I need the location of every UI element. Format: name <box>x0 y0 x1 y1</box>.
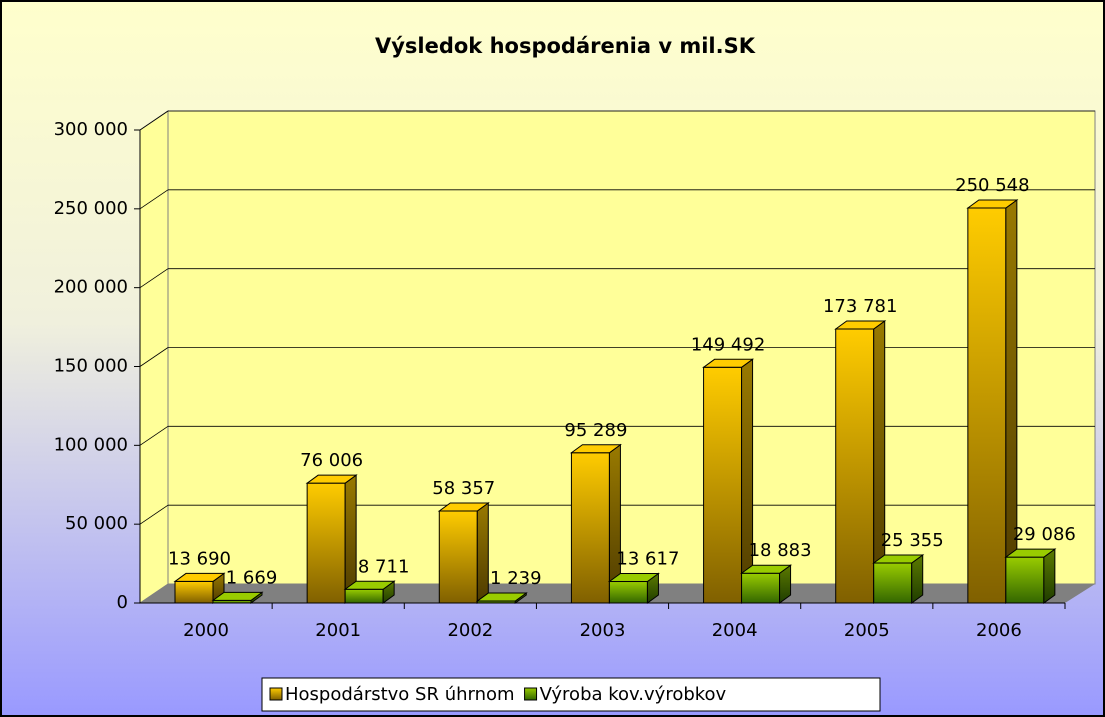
bar-top <box>569 444 622 454</box>
bar <box>475 592 528 604</box>
bar-front <box>1005 556 1045 604</box>
data-label: 149 492 <box>691 334 765 355</box>
bar <box>569 443 622 604</box>
data-label: 29 086 <box>1013 524 1076 545</box>
bar-front <box>608 581 648 604</box>
bar <box>343 580 396 604</box>
legend <box>261 677 881 712</box>
grid-line <box>139 504 169 525</box>
bar <box>872 554 925 604</box>
bar-top <box>437 502 490 512</box>
data-label: 13 690 <box>168 548 231 569</box>
x-tick-label: 2004 <box>712 620 758 641</box>
bar-top <box>872 554 925 564</box>
bar-front <box>570 452 610 604</box>
x-tick-label: 2003 <box>580 620 626 641</box>
data-label: 250 548 <box>955 175 1029 196</box>
chart-title: Výsledok hospodárenia v mil.SK <box>375 34 756 58</box>
bar <box>740 564 793 604</box>
bar <box>211 591 264 604</box>
bar-top <box>305 474 358 484</box>
x-tick-label: 2002 <box>447 620 493 641</box>
bar-top <box>966 199 1019 209</box>
bar-front <box>741 572 781 604</box>
legend-swatch <box>269 687 283 701</box>
bar <box>702 358 755 604</box>
bar-front <box>344 588 384 604</box>
bar-front <box>967 207 1007 604</box>
data-label: 25 355 <box>881 530 944 551</box>
data-label: 1 669 <box>226 567 278 588</box>
bar <box>437 502 490 604</box>
bar-top <box>343 580 396 590</box>
data-label: 13 617 <box>616 549 679 570</box>
bar-side <box>476 502 489 604</box>
bar <box>607 572 660 604</box>
data-label: 95 289 <box>564 420 627 441</box>
grid-line <box>139 110 169 131</box>
bar <box>305 474 358 604</box>
bar-top <box>211 591 264 601</box>
y-tick-label: 250 000 <box>54 198 128 219</box>
y-tick-label: 150 000 <box>54 356 128 377</box>
bar-front <box>835 328 875 604</box>
x-tick-label: 2006 <box>976 620 1022 641</box>
bar-front <box>703 366 743 604</box>
bar <box>173 572 226 604</box>
data-label: 8 711 <box>358 556 410 577</box>
y-tick-label: 100 000 <box>54 434 128 455</box>
x-tick-label: 2001 <box>315 620 361 641</box>
bar-top <box>834 320 887 330</box>
bar <box>834 320 887 604</box>
bar-side <box>1043 548 1056 604</box>
legend-label: Výroba kov.výrobkov <box>540 684 727 705</box>
legend-swatch <box>524 687 538 701</box>
grid-line <box>139 189 169 210</box>
data-label: 58 357 <box>432 478 495 499</box>
bar-front <box>438 510 478 604</box>
y-tick-label: 0 <box>117 592 128 613</box>
y-tick-label: 300 000 <box>54 119 128 140</box>
bar-top <box>173 572 226 582</box>
bar-top <box>1004 548 1057 558</box>
bar-top <box>607 573 660 583</box>
y-tick-label: 200 000 <box>54 277 128 298</box>
bar-front <box>306 482 346 604</box>
data-label: 1 239 <box>490 568 542 589</box>
data-label: 18 883 <box>749 540 812 561</box>
bar-top <box>475 592 528 602</box>
x-tick-label: 2000 <box>183 620 229 641</box>
data-label: 76 006 <box>300 450 363 471</box>
data-label: 173 781 <box>823 296 897 317</box>
legend-label: Hospodárstvo SR úhrnom <box>285 684 515 705</box>
grid-line <box>139 347 169 367</box>
bar-top <box>702 358 755 368</box>
y-tick-label: 50 000 <box>65 513 128 534</box>
bar-front <box>873 562 913 604</box>
bar <box>1004 548 1057 604</box>
x-tick-label: 2005 <box>844 620 890 641</box>
bar-front <box>174 580 214 604</box>
bar-top <box>740 564 793 574</box>
grid-line <box>139 268 169 288</box>
grid-line <box>139 426 169 446</box>
bar <box>966 198 1019 604</box>
